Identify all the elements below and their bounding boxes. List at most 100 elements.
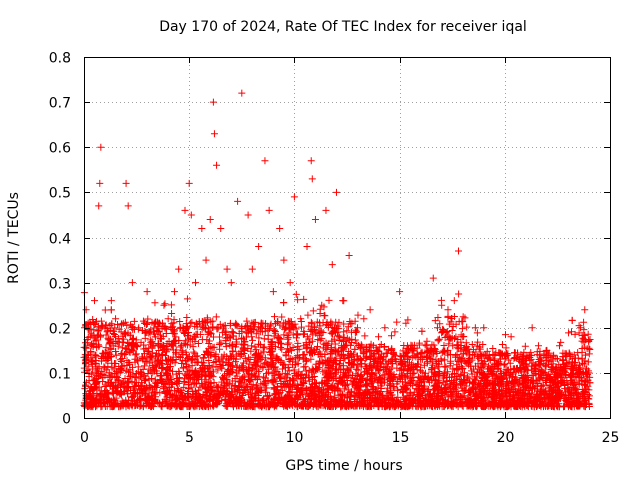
- noise-point: [168, 341, 176, 349]
- noise-point: [439, 378, 447, 386]
- noise-point: [156, 356, 164, 364]
- noise-point: [407, 341, 415, 349]
- noise-point: [134, 357, 142, 365]
- noise-point: [210, 333, 218, 341]
- noise-point: [274, 318, 282, 326]
- noise-point: [360, 347, 368, 355]
- noise-point: [459, 387, 467, 395]
- noise-point: [125, 342, 133, 350]
- noise-point: [356, 378, 364, 386]
- noise-point: [565, 349, 573, 357]
- noise-point: [268, 358, 276, 366]
- noise-point: [551, 373, 559, 381]
- noise-point: [338, 392, 346, 400]
- noise-point: [193, 390, 201, 398]
- noise-point: [198, 371, 206, 379]
- noise-point: [246, 356, 254, 364]
- noise-point: [116, 356, 124, 364]
- noise-point: [348, 319, 356, 327]
- noise-point: [238, 350, 246, 358]
- noise-point: [412, 363, 420, 371]
- noise-point: [304, 343, 312, 351]
- noise-point: [319, 368, 327, 376]
- noise-point: [443, 347, 451, 355]
- noise-point: [280, 299, 288, 307]
- noise-point: [174, 386, 182, 394]
- noise-point: [135, 374, 143, 382]
- noise-point: [464, 394, 472, 402]
- noise-point: [104, 355, 112, 363]
- noise-point: [332, 357, 340, 365]
- noise-point: [331, 324, 339, 332]
- noise-point: [228, 362, 236, 370]
- noise-point: [211, 399, 219, 407]
- noise-point: [287, 347, 295, 355]
- noise-point: [292, 371, 300, 379]
- noise-point: [85, 391, 93, 399]
- noise-point: [271, 327, 279, 335]
- noise-point: [141, 377, 149, 385]
- noise-point: [401, 395, 409, 403]
- noise-point: [542, 348, 550, 356]
- noise-point: [565, 329, 573, 337]
- noise-point: [161, 346, 169, 354]
- noise-point: [518, 392, 526, 400]
- noise-point: [571, 381, 579, 389]
- noise-point: [163, 371, 171, 379]
- noise-point: [475, 365, 483, 373]
- noise-point: [268, 377, 276, 385]
- noise-point: [291, 381, 299, 389]
- noise-point: [294, 339, 302, 347]
- noise-point: [244, 327, 252, 335]
- noise-point: [297, 323, 305, 331]
- noise-point: [443, 398, 451, 406]
- noise-point: [530, 394, 538, 402]
- noise-point: [361, 332, 369, 340]
- noise-point: [382, 394, 390, 402]
- noise-point: [533, 348, 541, 356]
- noise-point: [585, 392, 593, 400]
- noise-point: [223, 379, 231, 387]
- noise-point: [143, 320, 151, 328]
- noise-point: [354, 366, 362, 374]
- noise-point: [508, 386, 516, 394]
- noise-point: [460, 369, 468, 377]
- noise-point: [250, 361, 258, 369]
- noise-point: [123, 321, 131, 329]
- noise-point: [98, 367, 106, 375]
- noise-point: [231, 387, 239, 395]
- noise-point: [248, 400, 256, 408]
- noise-point: [422, 353, 430, 361]
- noise-point: [96, 399, 104, 407]
- noise-point: [224, 366, 232, 374]
- noise-point: [245, 377, 253, 385]
- noise-point: [121, 328, 129, 336]
- noise-point: [179, 324, 187, 332]
- noise-point: [109, 342, 117, 350]
- noise-point: [223, 390, 231, 398]
- noise-point: [334, 391, 342, 399]
- noise-point: [227, 367, 235, 375]
- noise-point: [410, 352, 418, 360]
- noise-point: [522, 352, 530, 360]
- noise-point: [186, 319, 194, 327]
- noise-point: [283, 373, 291, 381]
- noise-point: [213, 325, 221, 333]
- noise-point: [137, 338, 145, 346]
- noise-point: [305, 349, 313, 357]
- noise-point: [314, 388, 322, 396]
- noise-point: [234, 398, 242, 406]
- noise-point: [296, 375, 304, 383]
- noise-point: [576, 365, 584, 373]
- noise-point: [178, 360, 186, 368]
- noise-point: [132, 350, 140, 358]
- noise-point: [494, 365, 502, 373]
- noise-point: [443, 332, 451, 340]
- noise-point: [510, 354, 518, 362]
- noise-point: [166, 391, 174, 399]
- noise-point: [194, 339, 202, 347]
- noise-point: [175, 369, 183, 377]
- noise-point: [326, 372, 334, 380]
- noise-point: [163, 401, 171, 409]
- noise-point: [442, 329, 450, 337]
